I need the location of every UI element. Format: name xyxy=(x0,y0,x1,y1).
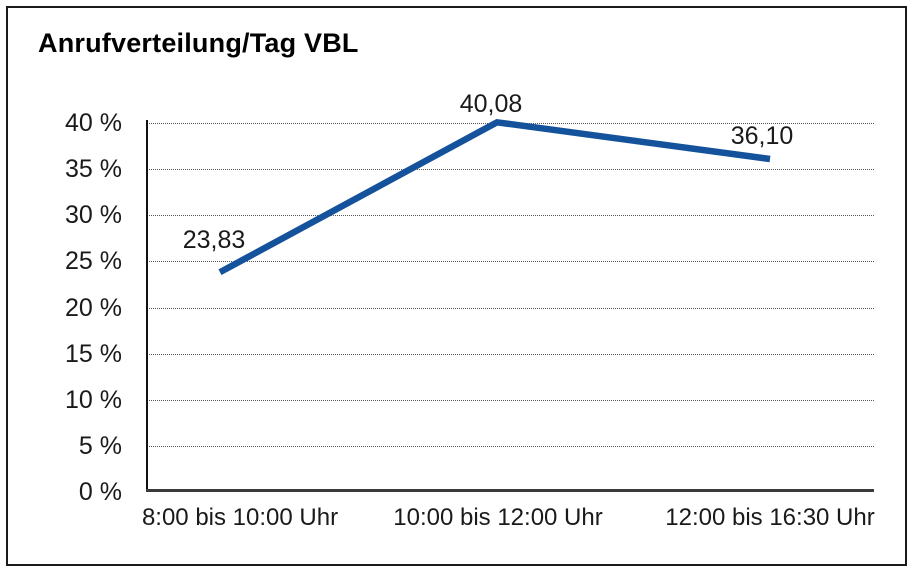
y-tick-label-40: 40 % xyxy=(65,109,122,137)
data-label-1: 23,83 xyxy=(182,226,246,255)
gridline-35 xyxy=(146,169,874,171)
y-tick-label-35: 35 % xyxy=(65,155,122,184)
data-label-3: 36,10 xyxy=(730,122,794,150)
series-line xyxy=(218,118,771,276)
y-tick-label-25: 25 % xyxy=(65,247,122,276)
x-axis-line xyxy=(146,489,874,492)
x-category-label-2: 10:00 bis 12:00 Uhr xyxy=(393,504,603,531)
y-tick-label-0: 0 % xyxy=(78,478,122,506)
y-axis-line xyxy=(146,120,148,492)
y-tick-label-20: 20 % xyxy=(65,293,122,322)
y-tick-label-5: 5 % xyxy=(78,431,122,460)
chart-title: Anrufverteilung/Tag VBL xyxy=(38,28,359,58)
gridline-30 xyxy=(146,215,874,217)
gridline-20 xyxy=(146,307,874,309)
x-category-label-3: 12:00 bis 16:30 Uhr xyxy=(665,504,875,531)
gridline-25 xyxy=(146,261,874,263)
data-label-2: 40,08 xyxy=(459,90,523,119)
x-category-label-1: 8:00 bis 10:00 Uhr xyxy=(141,504,339,531)
gridline-5 xyxy=(146,445,874,447)
y-tick-label-10: 10 % xyxy=(65,385,122,414)
y-tick-label-30: 30 % xyxy=(65,201,122,230)
gridline-15 xyxy=(146,353,874,355)
y-tick-label-15: 15 % xyxy=(65,339,122,368)
gridline-10 xyxy=(146,399,874,401)
